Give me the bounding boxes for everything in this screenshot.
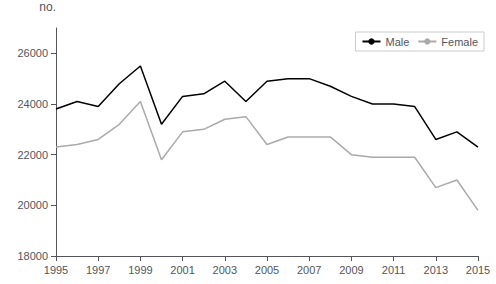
svg-text:1997: 1997 [86, 264, 110, 276]
svg-text:18000: 18000 [17, 250, 48, 262]
svg-text:26000: 26000 [17, 47, 48, 59]
svg-text:2007: 2007 [297, 264, 321, 276]
svg-text:2009: 2009 [339, 264, 363, 276]
svg-text:20000: 20000 [17, 199, 48, 211]
svg-text:1999: 1999 [128, 264, 152, 276]
svg-text:2015: 2015 [466, 264, 490, 276]
svg-text:2013: 2013 [424, 264, 448, 276]
svg-text:2001: 2001 [170, 264, 194, 276]
svg-text:2005: 2005 [255, 264, 279, 276]
svg-text:22000: 22000 [17, 149, 48, 161]
svg-text:Female: Female [441, 36, 478, 48]
svg-text:Male: Male [385, 36, 409, 48]
svg-text:1995: 1995 [44, 264, 68, 276]
svg-text:24000: 24000 [17, 98, 48, 110]
svg-text:no.: no. [39, 0, 56, 14]
svg-text:2003: 2003 [213, 264, 237, 276]
svg-text:2011: 2011 [382, 264, 406, 276]
